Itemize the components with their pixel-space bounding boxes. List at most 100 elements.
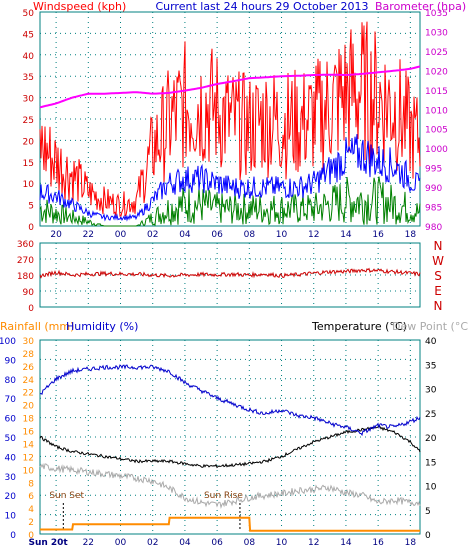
direction-tick-label: 360 bbox=[17, 240, 34, 250]
barometer-tick-label: 1015 bbox=[425, 87, 448, 97]
humidity-tick-label: 20 bbox=[5, 492, 17, 502]
windspeed-tick-label: 30 bbox=[23, 95, 35, 105]
wind-time-tick-label: 16 bbox=[372, 230, 384, 240]
compass-label: S bbox=[434, 269, 442, 283]
windspeed-tick-label: 15 bbox=[23, 159, 34, 169]
wind-time-tick-label: 06 bbox=[211, 230, 223, 240]
windspeed-tick-label: 20 bbox=[23, 137, 35, 147]
temperature-axis: 0 5 10 15 20 25 30 35 40 bbox=[425, 337, 437, 541]
climate-time-tick-label: 04 bbox=[179, 538, 191, 548]
windspeed-tick-label: 40 bbox=[23, 52, 35, 62]
barometer-tick-label: 1025 bbox=[425, 48, 448, 58]
windspeed-tick-label: 25 bbox=[23, 116, 34, 126]
windspeed-axis: 0 5 10 15 20 25 30 35 40 45 50 bbox=[23, 9, 35, 233]
barometer-tick-label: 1010 bbox=[425, 106, 448, 116]
climate-time-tick-label: 22 bbox=[83, 538, 94, 548]
rainfall-tick-label: 24 bbox=[23, 376, 35, 386]
wind-time-tick-label: 18 bbox=[405, 230, 417, 240]
humidity-tick-label: 50 bbox=[5, 434, 17, 444]
humidity-tick-label: 60 bbox=[5, 415, 17, 425]
barometer-tick-label: 995 bbox=[425, 165, 442, 175]
rainfall-tick-label: 20 bbox=[23, 402, 35, 412]
direction-tick-label: 180 bbox=[17, 272, 34, 282]
direction-axis: 0 90 180 270 360 bbox=[17, 240, 34, 314]
low-wind-line bbox=[39, 176, 421, 227]
sun-event-label: Sun Set bbox=[49, 491, 84, 501]
wind-time-tick-label: 12 bbox=[308, 230, 319, 240]
rainfall-legend: Rainfall (mm) bbox=[0, 320, 74, 333]
compass-label: W bbox=[432, 254, 444, 268]
rainfall-tick-label: 8 bbox=[28, 479, 34, 489]
humidity-tick-label: 40 bbox=[5, 453, 17, 463]
dewpoint-line bbox=[39, 463, 421, 510]
wind-series bbox=[39, 21, 421, 227]
wind-time-tick-label: 02 bbox=[147, 230, 158, 240]
direction-tick-label: 270 bbox=[17, 256, 34, 266]
rainfall-tick-label: 30 bbox=[23, 337, 35, 347]
rainfall-tick-label: 26 bbox=[23, 363, 35, 373]
wind-time-tick-label: 00 bbox=[115, 230, 127, 240]
wind-time-tick-label: 22 bbox=[83, 230, 94, 240]
windspeed-tick-label: 5 bbox=[28, 202, 34, 212]
climate-time-tick-label: 18 bbox=[405, 538, 417, 548]
humidity-tick-label: 10 bbox=[5, 512, 17, 522]
temperature-legend: Temperature (°C) bbox=[311, 320, 407, 333]
barometer-tick-label: 1030 bbox=[425, 28, 448, 38]
wind-time-tick-label: 14 bbox=[340, 230, 352, 240]
barometer-axis: 980 985 990 995 1000 1005 1010 1015 1020 1025 1030… bbox=[425, 9, 448, 233]
temperature-tick-label: 30 bbox=[425, 386, 437, 396]
humidity-tick-label: 70 bbox=[5, 395, 17, 405]
compass-label: E bbox=[434, 284, 442, 298]
rainfall-tick-label: 14 bbox=[23, 440, 35, 450]
rainfall-line bbox=[40, 516, 420, 532]
climate-time-tick-label: 10 bbox=[276, 538, 288, 548]
barometer-tick-label: 1000 bbox=[425, 145, 448, 155]
wind-time-tick-label: 04 bbox=[179, 230, 191, 240]
rainfall-tick-label: 28 bbox=[23, 350, 35, 360]
humidity-tick-label: 0 bbox=[10, 531, 16, 541]
sun-annotations: Sun Set Sun Rise bbox=[49, 491, 243, 530]
climate-time-tick-label: 00 bbox=[115, 538, 127, 548]
rainfall-tick-label: 12 bbox=[23, 453, 34, 463]
humidity-tick-label: 90 bbox=[5, 356, 17, 366]
temperature-tick-label: 15 bbox=[425, 458, 436, 468]
barometer-tick-label: 1020 bbox=[425, 67, 448, 77]
climate-series bbox=[39, 364, 421, 532]
chart-title: Current last 24 hours 29 October 2013 bbox=[155, 0, 368, 13]
climate-time-tick-label: 06 bbox=[211, 538, 223, 548]
temperature-tick-label: 35 bbox=[425, 361, 436, 371]
wind-time-axis: 20 22 00 02 04 06 08 10 12 14 16 18 bbox=[50, 230, 416, 240]
wind-time-tick-label: 20 bbox=[50, 230, 62, 240]
temperature-tick-label: 40 bbox=[425, 337, 437, 347]
windspeed-tick-label: 50 bbox=[23, 9, 35, 19]
temperature-tick-label: 20 bbox=[425, 434, 437, 444]
climate-time-axis: Sun 20t 22 00 02 04 06 08 10 12 14 16 18 bbox=[28, 538, 416, 548]
barometer-tick-label: 1035 bbox=[425, 9, 448, 19]
direction-line bbox=[39, 267, 421, 279]
rainfall-tick-label: 22 bbox=[23, 389, 34, 399]
windspeed-tick-label: 45 bbox=[23, 30, 34, 40]
barometer-title: Barometer (hpa) bbox=[375, 0, 466, 13]
barometer-tick-label: 990 bbox=[425, 184, 442, 194]
windspeed-tick-label: 10 bbox=[23, 180, 35, 190]
barometer-tick-label: 980 bbox=[425, 223, 442, 233]
climate-time-tick-label: 08 bbox=[244, 538, 256, 548]
climate-time-tick-label: 02 bbox=[147, 538, 158, 548]
humidity-axis: 0 10 20 30 40 50 60 70 80 90 100 bbox=[0, 337, 16, 541]
dewpoint-legend: Dew Point (°C) bbox=[392, 320, 468, 333]
gust-line bbox=[39, 21, 421, 217]
climate-time-tick-label: Sun 20t bbox=[28, 538, 68, 548]
average-wind-line bbox=[39, 134, 421, 222]
climate-time-tick-label: 12 bbox=[308, 538, 319, 548]
humidity-tick-label: 80 bbox=[5, 376, 17, 386]
sun-event-label: Sun Rise bbox=[204, 491, 243, 501]
direction-tick-label: 0 bbox=[28, 304, 34, 314]
direction-series bbox=[39, 267, 421, 279]
windspeed-tick-label: 0 bbox=[28, 223, 34, 233]
humidity-legend: Humidity (%) bbox=[66, 320, 138, 333]
rainfall-tick-label: 16 bbox=[23, 428, 35, 438]
rainfall-tick-label: 10 bbox=[23, 466, 35, 476]
